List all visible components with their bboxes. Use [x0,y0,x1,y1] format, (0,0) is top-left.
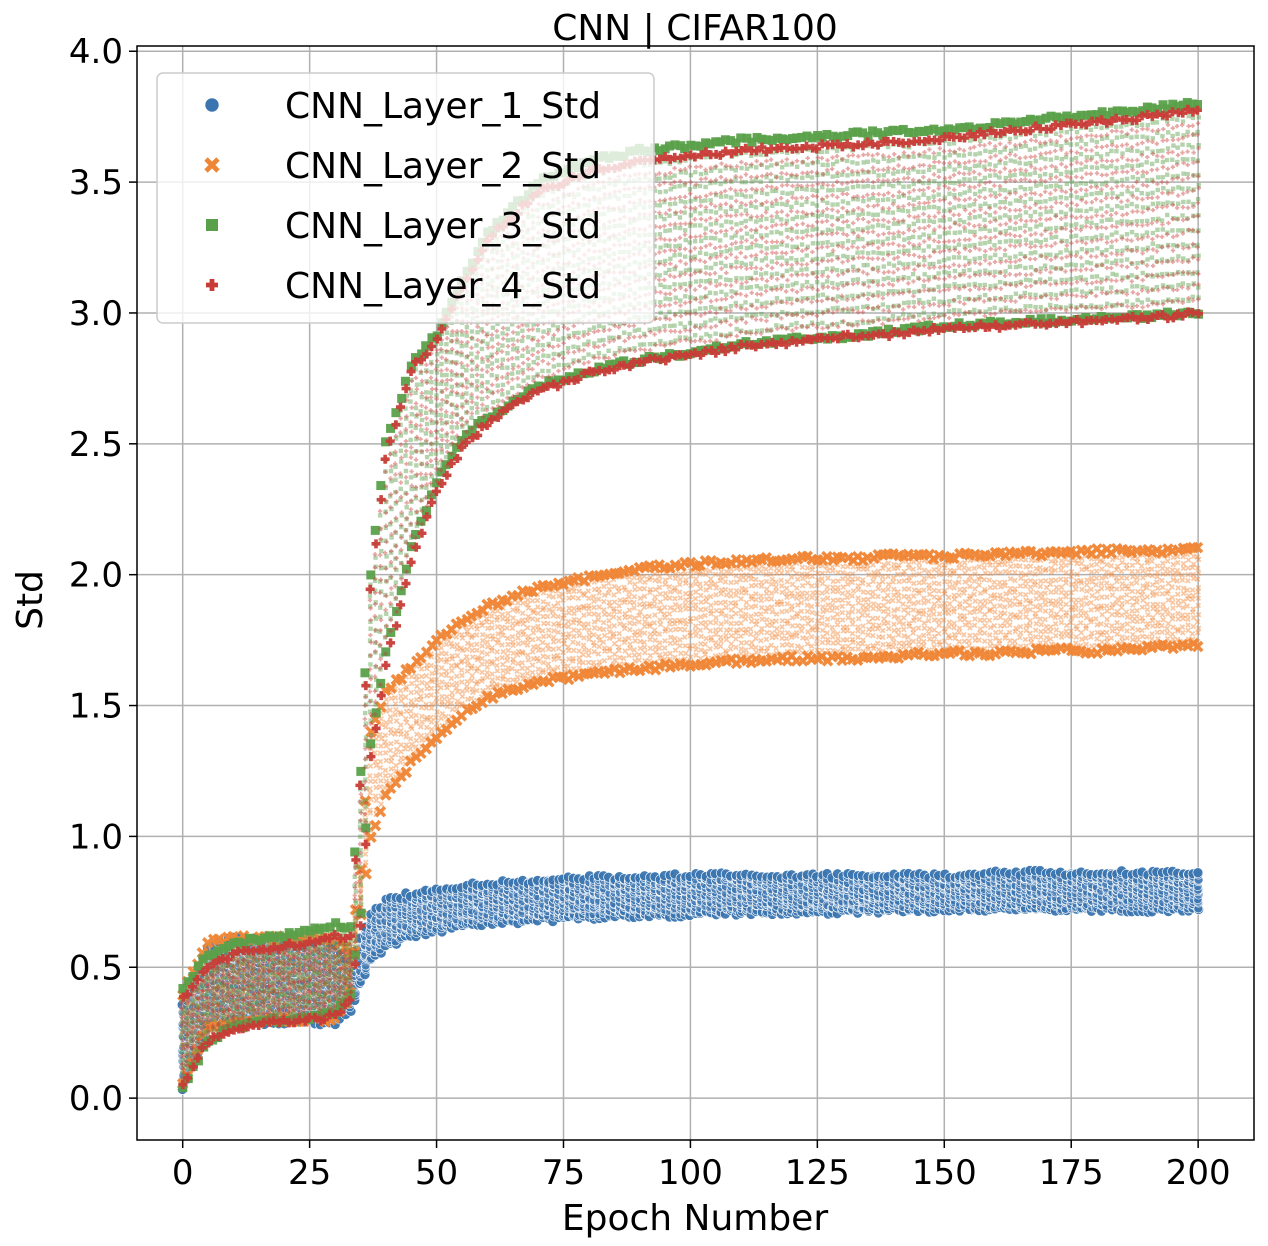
cnn-layer-1-std-point [1192,867,1204,878]
